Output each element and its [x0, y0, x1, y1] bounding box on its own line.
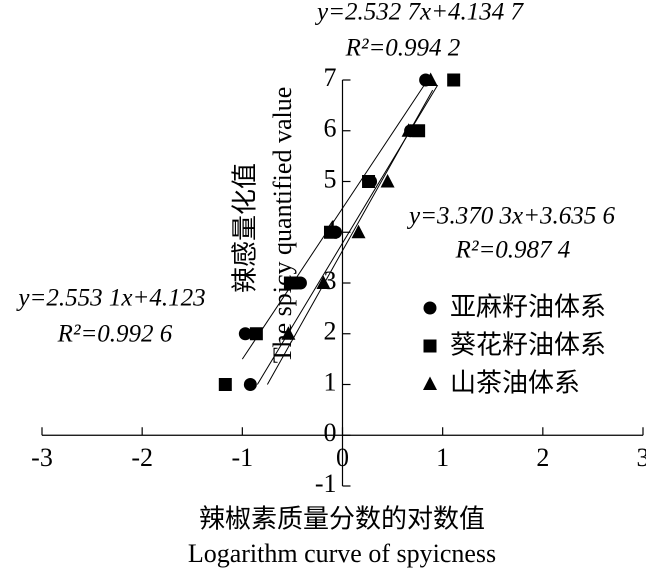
annotation: R²=0.992 6 [57, 321, 173, 348]
point [243, 378, 257, 391]
y-tick-label: 5 [324, 164, 337, 193]
y-tick-label: 0 [324, 418, 337, 447]
point [380, 174, 395, 188]
point [249, 327, 263, 341]
y-tick-label: 1 [324, 367, 337, 396]
legend-marker [423, 339, 437, 353]
point [323, 225, 337, 239]
annotation: R²=0.987 4 [455, 237, 571, 264]
legend-label: 亚麻籽油体系 [450, 293, 606, 323]
x-tick-label: 0 [336, 443, 349, 472]
annotation: R²=0.994 2 [345, 35, 461, 62]
point [412, 124, 426, 138]
point [423, 72, 438, 86]
legend-label: 葵花籽油体系 [450, 331, 606, 361]
point [293, 276, 307, 290]
y-tick-label: 7 [324, 63, 337, 92]
annotation: y=3.370 3x+3.635 6 [406, 203, 615, 230]
y-tick-label: 2 [324, 317, 337, 346]
point [316, 275, 331, 289]
fit-line [266, 89, 434, 385]
legend-marker [423, 301, 437, 315]
point [351, 224, 366, 239]
point [447, 73, 461, 87]
x-axis-label-en: Logarithm curve of spyicness [188, 539, 496, 568]
legend-label: 山茶油体系 [450, 369, 580, 399]
x-tick-label: 3 [637, 443, 646, 472]
x-tick-label: 1 [436, 443, 449, 472]
annotation: y=2.532 7x+4.134 7 [314, 0, 524, 26]
fit-line [241, 79, 429, 360]
y-axis-label: 辣感量化值 [231, 163, 261, 293]
point [401, 123, 416, 137]
x-tick-label: -1 [231, 443, 253, 472]
y-axis-label-en: The spicy quantified value [268, 87, 297, 364]
annotation: y=2.553 1x+4.123 [15, 285, 205, 312]
y-tick-label: -1 [315, 469, 337, 498]
point [218, 378, 232, 391]
x-axis-label: 辣椒素质量分数的对数值 [199, 505, 485, 535]
x-tick-label: -3 [31, 443, 53, 472]
legend-marker [423, 376, 437, 390]
point [281, 326, 296, 340]
x-tick-label: 2 [536, 443, 549, 472]
point [238, 327, 252, 341]
point [283, 276, 297, 290]
point [362, 175, 376, 188]
x-tick-label: -2 [131, 443, 153, 472]
y-tick-label: 6 [324, 114, 337, 143]
